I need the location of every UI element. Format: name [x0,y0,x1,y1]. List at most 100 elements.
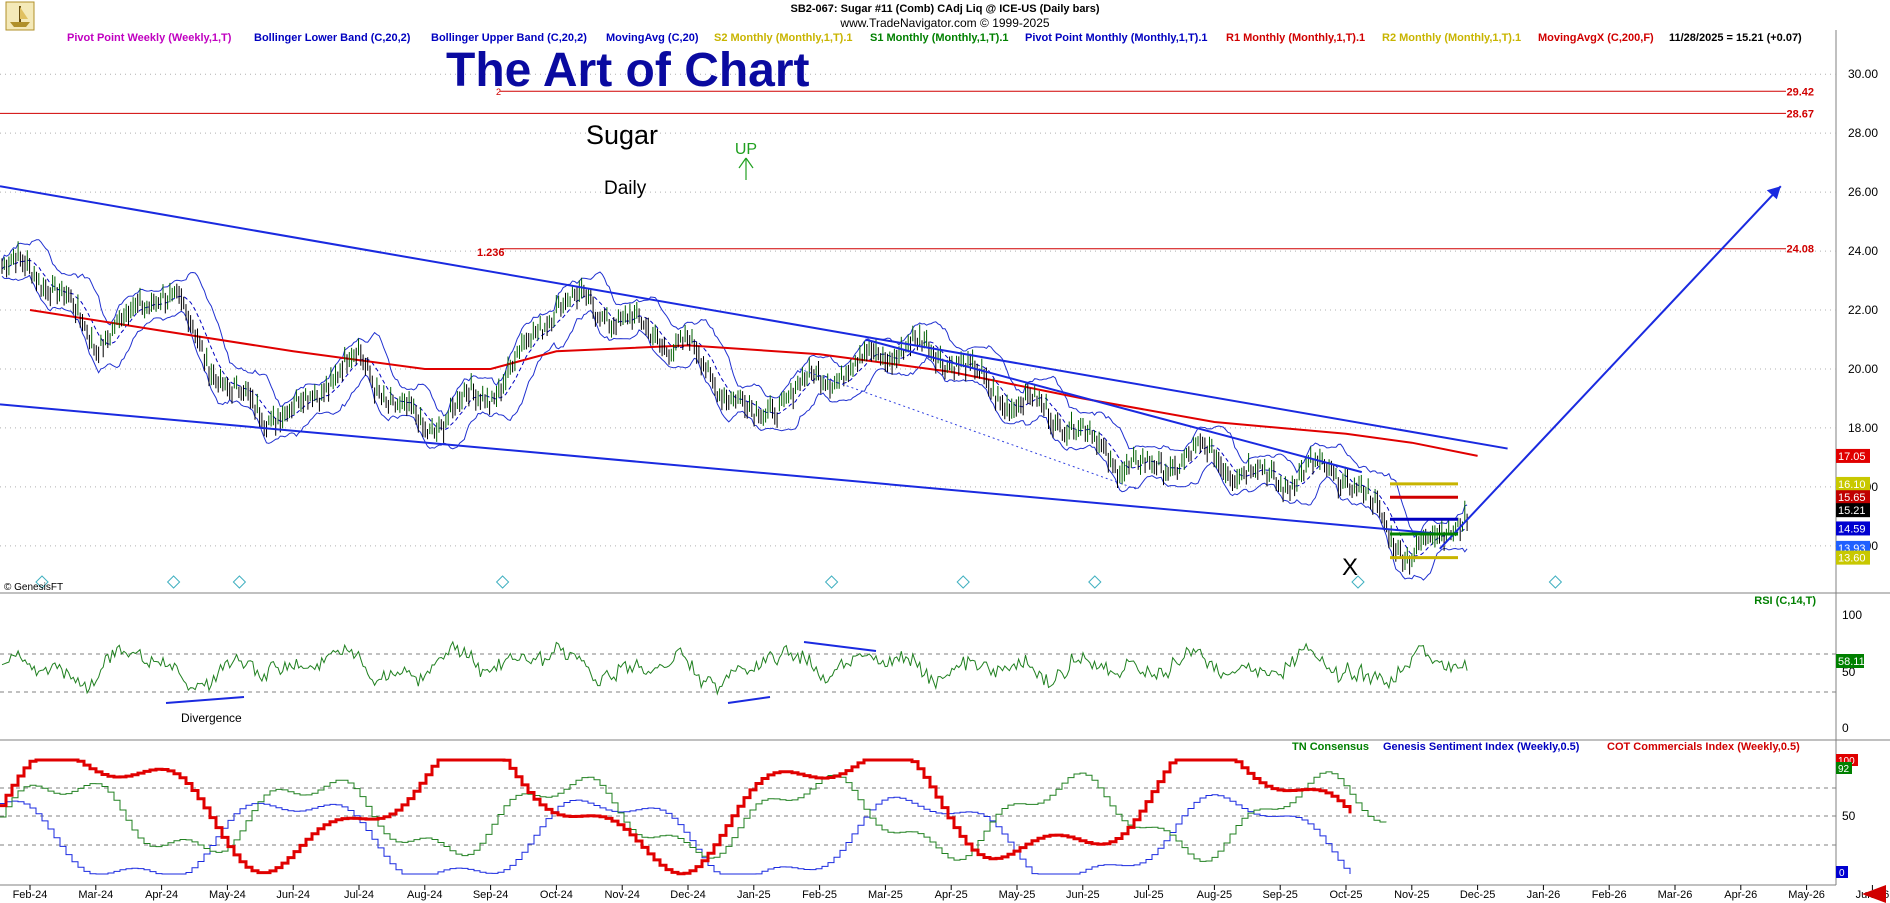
cot-commercials-label: COT Commercials Index (Weekly,0.5) [1607,741,1800,753]
x-tick-label: Aug-24 [407,889,442,901]
x-tick-label: Mar-26 [1658,889,1693,901]
rsi-tick-0: 0 [1842,721,1849,735]
y-tick-label: 30.00 [1848,67,1878,81]
scroll-left-arrow-icon[interactable] [1862,885,1886,903]
legend: Pivot Point Weekly (Weekly,1,T) Bollinger… [67,32,1802,44]
x-tick-label: Mar-25 [868,889,903,901]
x-mark: X [1342,554,1358,581]
event-marker-icon [495,575,510,589]
up-arrow-icon [738,157,754,180]
price-tag-text: 16.10 [1838,479,1866,491]
x-tick-label: Aug-25 [1197,889,1232,901]
x-tick-label: Apr-25 [935,889,968,901]
event-marker-icon [1351,575,1365,589]
x-tick-label: Feb-25 [802,889,837,901]
tn-consensus-label: TN Consensus [1292,741,1369,753]
x-tick-label: Feb-26 [1592,889,1627,901]
event-marker-icon [232,575,247,589]
genesis-tag-text: 0 [1839,868,1845,879]
event-marker-icon [1088,575,1102,589]
divergence-line [727,696,771,704]
x-tick-label: Jan-25 [737,889,771,901]
x-tick-label: Nov-25 [1394,889,1429,901]
x-tick-label: Jan-26 [1527,889,1561,901]
price-tag-text: 17.05 [1838,451,1866,463]
divergence-line [803,641,877,652]
divergence-label: Divergence [181,711,242,725]
x-tick-label: May-26 [1788,889,1825,901]
x-tick-label: Sep-24 [473,889,508,901]
event-marker-icon [956,575,970,589]
y-tick-label: 22.00 [1848,303,1878,317]
sentiment-tick-50: 50 [1842,809,1856,823]
x-tick-label: Jun-25 [1066,889,1100,901]
copyright-label: © GenesisFT [4,582,63,593]
x-tick-label: Sep-25 [1262,889,1297,901]
legend-item: S1 Monthly (Monthly,1,T).1 [870,32,1009,44]
legend-item: 11/28/2025 = 15.21 (+0.07) [1669,32,1802,44]
y-tick-label: 26.00 [1848,185,1878,199]
legend-item: Pivot Point Weekly (Weekly,1,T) [67,32,232,44]
bollinger-lower [1,274,1468,581]
legend-item: MovingAvgX (C,200,F) [1538,32,1654,44]
legend-item: Bollinger Upper Band (C,20,2) [431,32,587,44]
pivot-segments [1390,482,1458,560]
y-tick-label: 24.00 [1848,244,1878,258]
axes: 30.0028.0026.0024.0022.0020.0018.0016.00… [13,67,1890,901]
level-two-label: 2 [496,87,501,97]
cot-tag-text: 100 [1838,756,1855,767]
rsi-panel [1,640,1468,704]
price-level-label: 24.08 [1786,244,1814,256]
fib-label: 1.236 [477,247,505,259]
x-tick-label: Apr-26 [1724,889,1757,901]
x-tick-label: Dec-25 [1460,889,1495,901]
price-tag [1836,503,1870,518]
event-marker-icon [824,575,839,589]
x-tick-label: Jul-24 [344,889,374,901]
legend-item: Bollinger Lower Band (C,20,2) [254,32,411,44]
up-label: UP [735,141,757,158]
event-marker-icon [35,575,49,589]
x-tick-label: Feb-24 [13,889,48,901]
x-tick-label: Oct-24 [540,889,573,901]
event-marker-icon [1548,575,1563,589]
x-tick-label: Apr-24 [145,889,178,901]
bollinger-bands [1,239,1468,581]
legend-item: R1 Monthly (Monthly,1,T).1 [1226,32,1365,44]
trend-line [0,185,1508,450]
cot-commercials-line [0,758,1352,876]
price-tag-text: 15.65 [1838,492,1866,504]
rsi-value-text: 58.11 [1838,656,1865,668]
trend-line [865,338,1363,474]
price-tag-text: 14.59 [1838,523,1866,535]
price-levels: 29.42 28.67 24.08 [0,86,1814,256]
genesis-sentiment-line [0,794,1351,875]
price-tag [1836,550,1870,565]
chart-title: The Art of Chart [446,44,810,97]
x-tick-label: May-24 [209,889,246,901]
ship-logo-icon [5,1,35,31]
commodity-label: Sugar [586,120,658,150]
genesis-tag [1836,866,1848,878]
rsi-value-tag [1836,654,1864,668]
legend-item: MovingAvg (C,20) [606,32,699,44]
sentiment-panel [0,758,1387,876]
price-bars [1,241,1468,575]
moving-average-200 [29,309,1478,457]
genesis-sentiment-label: Genesis Sentiment Index (Weekly,0.5) [1383,741,1580,753]
divergence-line [165,696,245,704]
bollinger-upper [1,239,1468,538]
price-tag [1836,521,1870,536]
rsi-tick-50: 50 [1842,665,1856,679]
x-tick-label: Oct-25 [1329,889,1362,901]
x-tick-label: Jun-24 [276,889,310,901]
period-label: Daily [604,178,647,199]
header-symbol-line: SB2-067: Sugar #11 (Comb) CAdj Liq @ ICE… [790,3,1099,15]
legend-item: Pivot Point Monthly (Monthly,1,T).1 [1025,32,1208,44]
trend-lines [0,185,1782,550]
x-tick-label: Nov-24 [604,889,639,901]
y-tick-label: 18.00 [1848,421,1878,435]
price-tag-text: 15.21 [1838,505,1866,517]
